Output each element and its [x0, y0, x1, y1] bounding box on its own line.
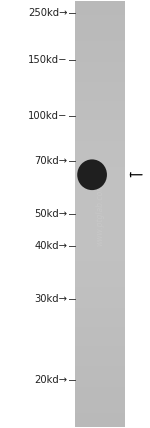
Text: 20kd→: 20kd→ [34, 375, 68, 385]
Text: 30kd→: 30kd→ [34, 294, 68, 304]
Text: 40kd→: 40kd→ [34, 241, 68, 251]
Text: 50kd→: 50kd→ [34, 209, 68, 219]
Text: 150kd−: 150kd− [28, 55, 68, 65]
Ellipse shape [77, 159, 107, 190]
Text: www.ptglab.com: www.ptglab.com [95, 182, 104, 246]
Text: 250kd→: 250kd→ [28, 9, 68, 18]
Text: 70kd→: 70kd→ [34, 156, 68, 166]
Text: 100kd−: 100kd− [28, 111, 68, 121]
